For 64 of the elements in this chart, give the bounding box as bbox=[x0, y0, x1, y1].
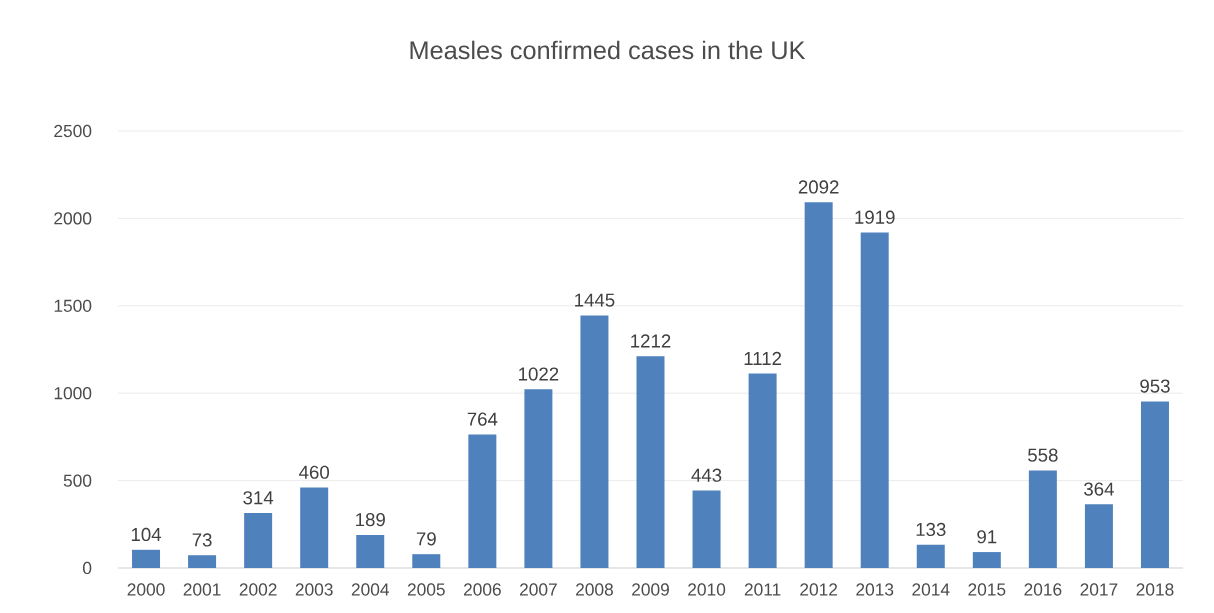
data-label: 1445 bbox=[575, 293, 615, 307]
data-label: 460 bbox=[299, 465, 330, 479]
data-label: 91 bbox=[977, 530, 997, 544]
x-tick-label: 2018 bbox=[1136, 583, 1174, 596]
data-label: 133 bbox=[916, 522, 946, 537]
data-label: 104 bbox=[131, 527, 162, 542]
bar bbox=[1084, 504, 1113, 568]
x-tick-label: 2004 bbox=[351, 583, 390, 596]
data-label: 1212 bbox=[631, 334, 671, 348]
x-tick-label: 2016 bbox=[1024, 583, 1062, 596]
data-label: 558 bbox=[1028, 448, 1058, 462]
x-tick-label: 2000 bbox=[127, 583, 165, 596]
bar bbox=[244, 513, 273, 568]
bar bbox=[580, 315, 609, 568]
chart-title: Measles confirmed cases in the UK bbox=[410, 40, 806, 60]
bar bbox=[972, 552, 1001, 568]
bar bbox=[412, 554, 441, 568]
bar bbox=[188, 555, 217, 568]
x-tick-label: 2005 bbox=[407, 583, 445, 596]
data-label: 2092 bbox=[798, 180, 839, 194]
data-label: 953 bbox=[1140, 379, 1170, 393]
y-tick-label: 2500 bbox=[54, 124, 92, 138]
data-label: 79 bbox=[416, 532, 436, 546]
y-tick-label: 1500 bbox=[54, 299, 92, 312]
y-tick-label: 2000 bbox=[54, 212, 92, 225]
bar bbox=[132, 549, 161, 568]
data-label: 364 bbox=[1084, 482, 1114, 496]
x-tick-label: 2011 bbox=[744, 583, 781, 596]
data-label: 443 bbox=[691, 468, 722, 482]
x-tick-label: 2006 bbox=[463, 583, 501, 596]
bar bbox=[636, 356, 665, 568]
bar bbox=[1140, 401, 1169, 568]
x-tick-label: 2003 bbox=[295, 583, 333, 596]
x-tick-label: 2001 bbox=[183, 583, 221, 596]
data-label: 314 bbox=[243, 491, 274, 505]
x-tick-label: 2008 bbox=[576, 583, 613, 596]
bar bbox=[748, 373, 777, 568]
y-tick-label: 1000 bbox=[54, 387, 92, 400]
bar bbox=[860, 232, 889, 568]
y-tick-label: 500 bbox=[63, 474, 92, 487]
data-label: 1112 bbox=[744, 351, 782, 365]
bar bbox=[524, 389, 553, 568]
x-tick-label: 2002 bbox=[239, 583, 277, 596]
x-tick-label: 2009 bbox=[632, 583, 669, 596]
y-tick-label: 0 bbox=[82, 561, 92, 575]
data-label: 73 bbox=[192, 533, 212, 547]
x-tick-label: 2014 bbox=[912, 583, 950, 596]
x-tick-label: 2007 bbox=[520, 583, 557, 596]
data-label: 1022 bbox=[519, 367, 559, 381]
bar bbox=[916, 544, 945, 568]
x-tick-label: 2017 bbox=[1080, 583, 1118, 596]
x-tick-label: 2010 bbox=[688, 583, 726, 596]
x-tick-label: 2015 bbox=[968, 583, 1006, 596]
data-label: 189 bbox=[356, 513, 385, 527]
bar bbox=[356, 534, 385, 568]
x-tick-label: 2012 bbox=[800, 583, 838, 596]
bar bbox=[300, 487, 329, 568]
bar bbox=[1028, 470, 1057, 568]
bar bbox=[468, 434, 497, 568]
bar bbox=[804, 202, 833, 568]
data-label: 764 bbox=[467, 412, 498, 426]
data-label: 1919 bbox=[855, 210, 895, 224]
x-tick-label: 2013 bbox=[856, 583, 894, 596]
bar bbox=[692, 490, 721, 568]
